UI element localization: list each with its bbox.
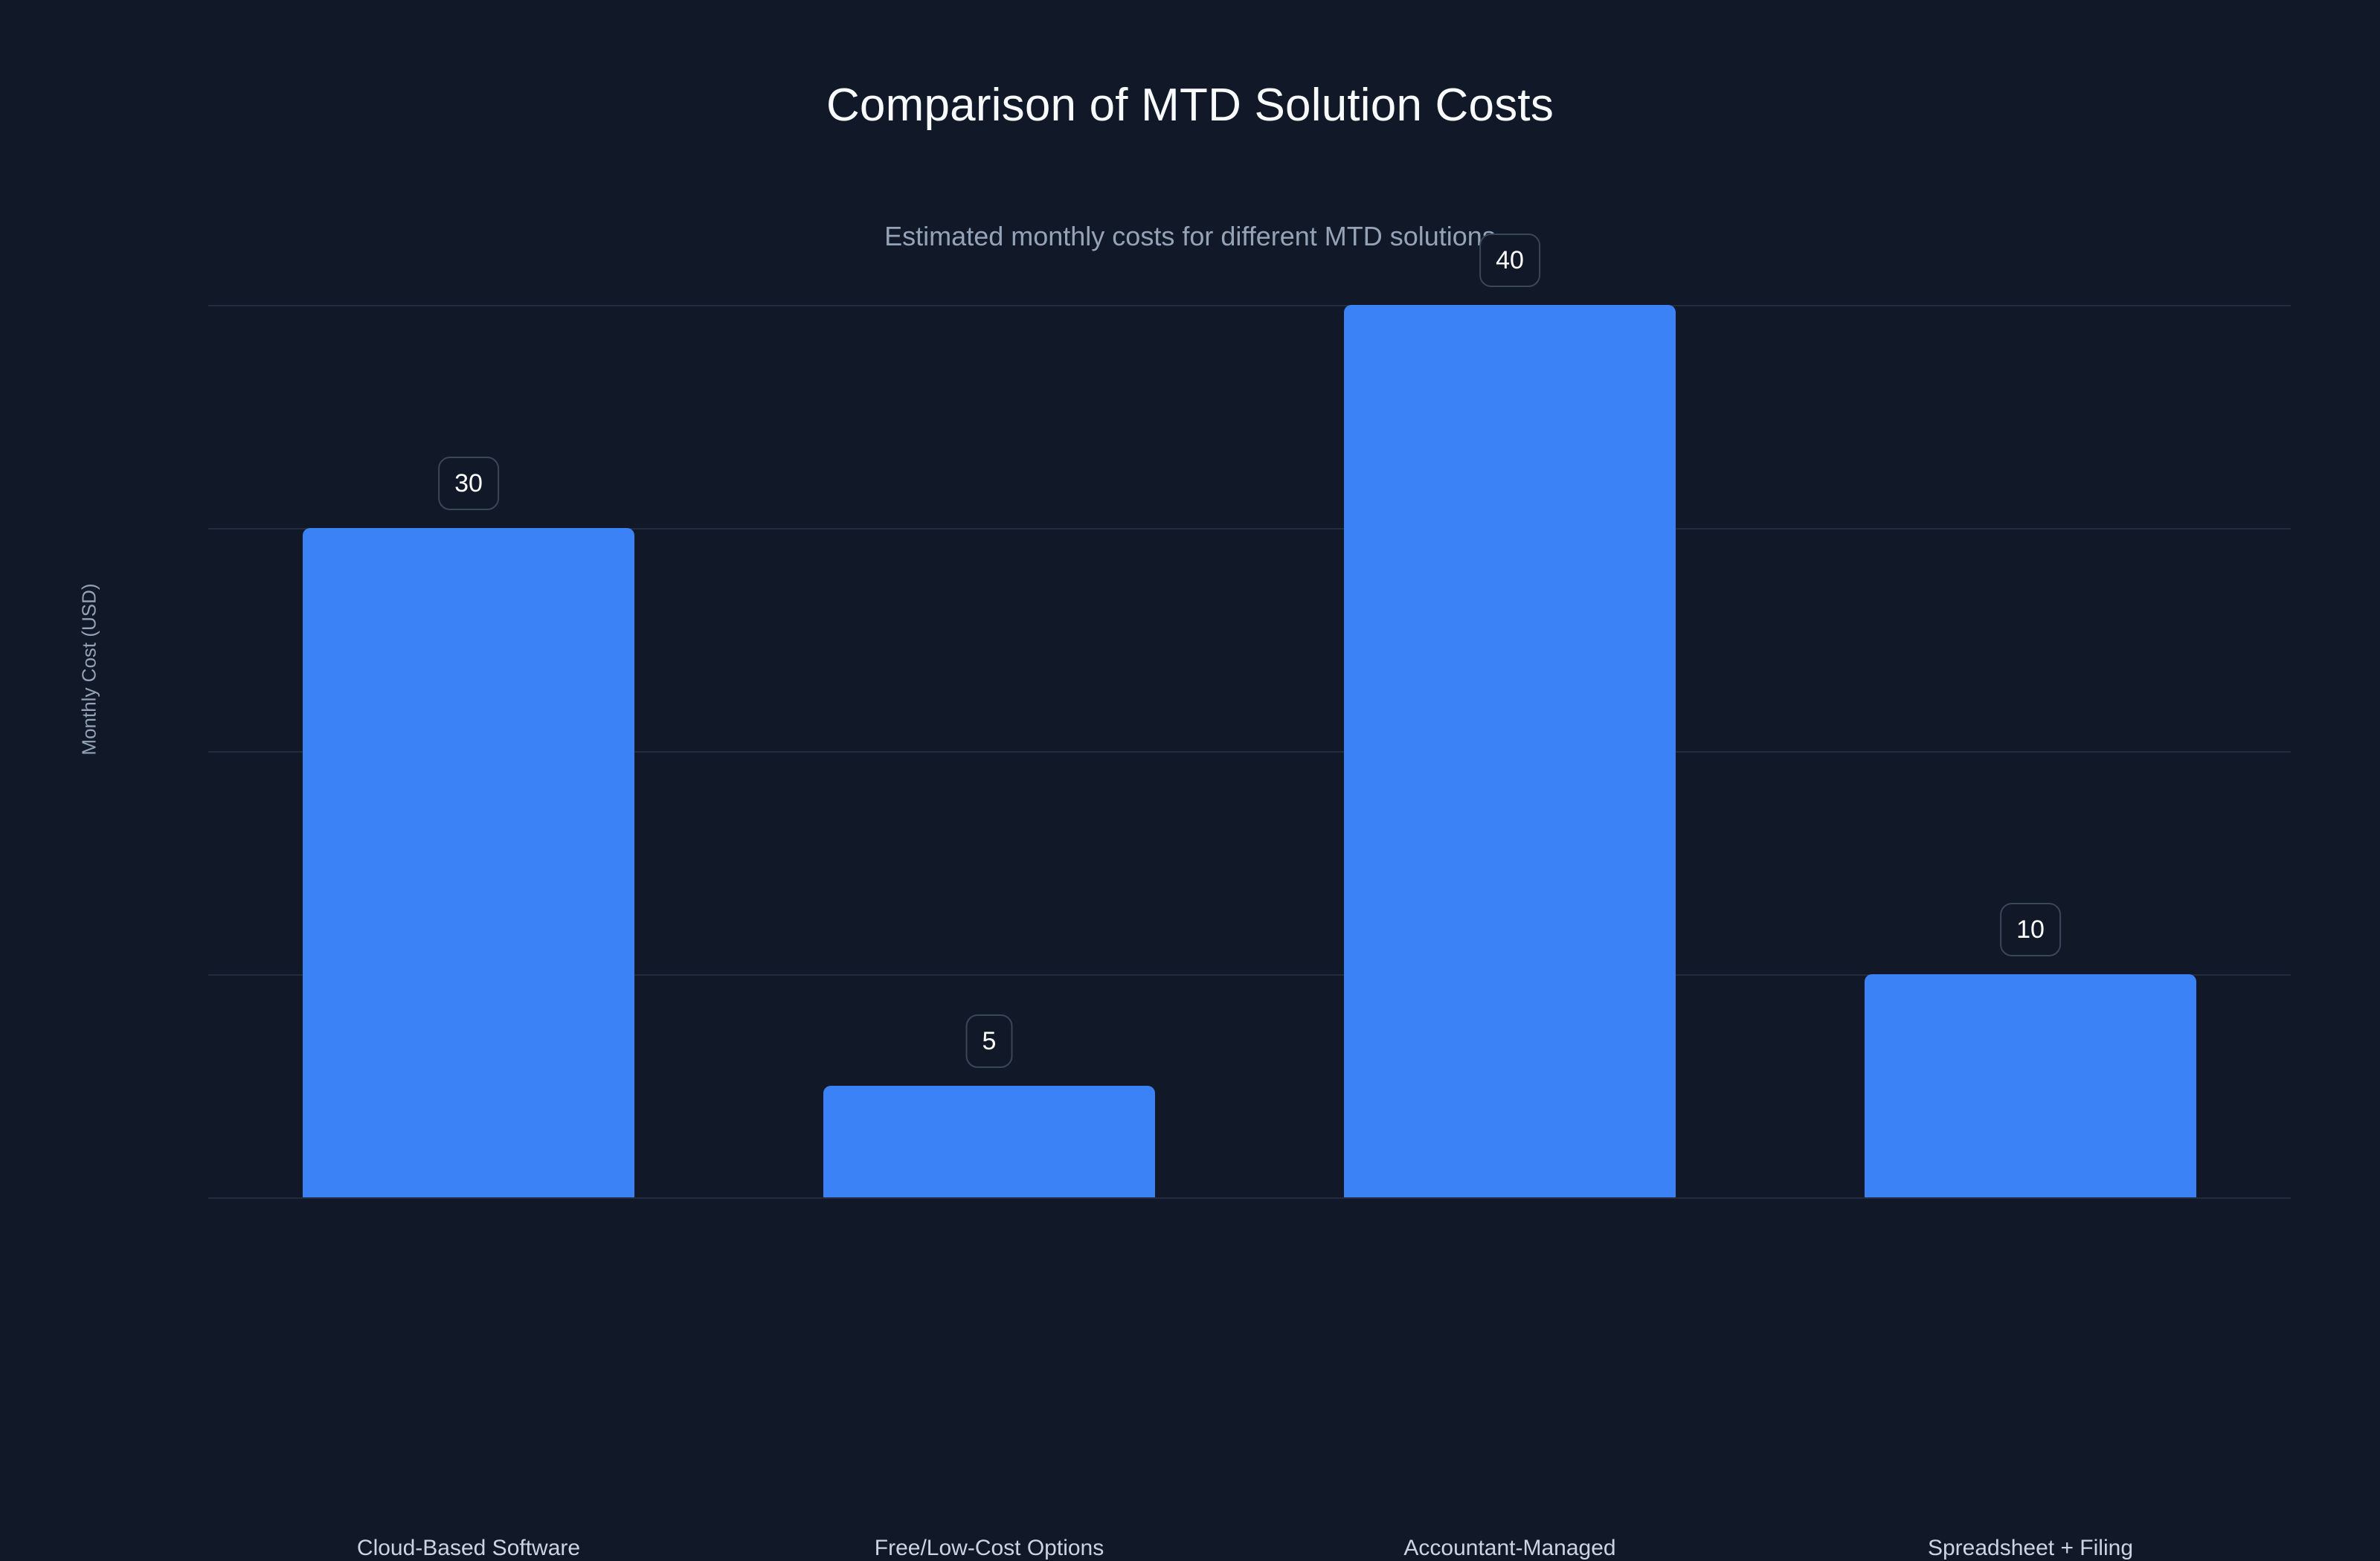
value-label-badge: 40 bbox=[1479, 234, 1540, 287]
gridline bbox=[208, 974, 2291, 976]
bar-chart: Comparison of MTD Solution Costs Estimat… bbox=[77, 80, 2291, 1560]
gridline bbox=[208, 305, 2291, 306]
chart-title: Comparison of MTD Solution Costs bbox=[826, 80, 1554, 131]
gridline bbox=[208, 1197, 2291, 1199]
bar[interactable] bbox=[1865, 974, 2196, 1197]
x-axis-tick-label: Cloud-Based Software bbox=[356, 1536, 581, 1560]
value-label-badge: 30 bbox=[438, 457, 499, 510]
plot-area: 010203040 Cloud-Based SoftwareFree/Low-C… bbox=[208, 234, 2291, 1560]
x-axis-tick-label: Accountant-Managed bbox=[1403, 1536, 1616, 1560]
x-axis-tick-label: Free/Low-Cost Options bbox=[874, 1536, 1104, 1560]
gridline bbox=[208, 751, 2291, 753]
value-label-badge: 5 bbox=[965, 1014, 1013, 1068]
bar[interactable] bbox=[303, 528, 634, 1197]
bar[interactable] bbox=[1344, 305, 1676, 1197]
bar[interactable] bbox=[823, 1086, 1155, 1197]
value-label-badge: 10 bbox=[2000, 903, 2061, 956]
x-axis-tick-label: Spreadsheet + Filing bbox=[1927, 1536, 2134, 1560]
gridline bbox=[208, 528, 2291, 530]
y-axis-title: Monthly Cost (USD) bbox=[77, 583, 100, 756]
chart-subtitle: Estimated monthly costs for different MT… bbox=[884, 221, 1496, 251]
